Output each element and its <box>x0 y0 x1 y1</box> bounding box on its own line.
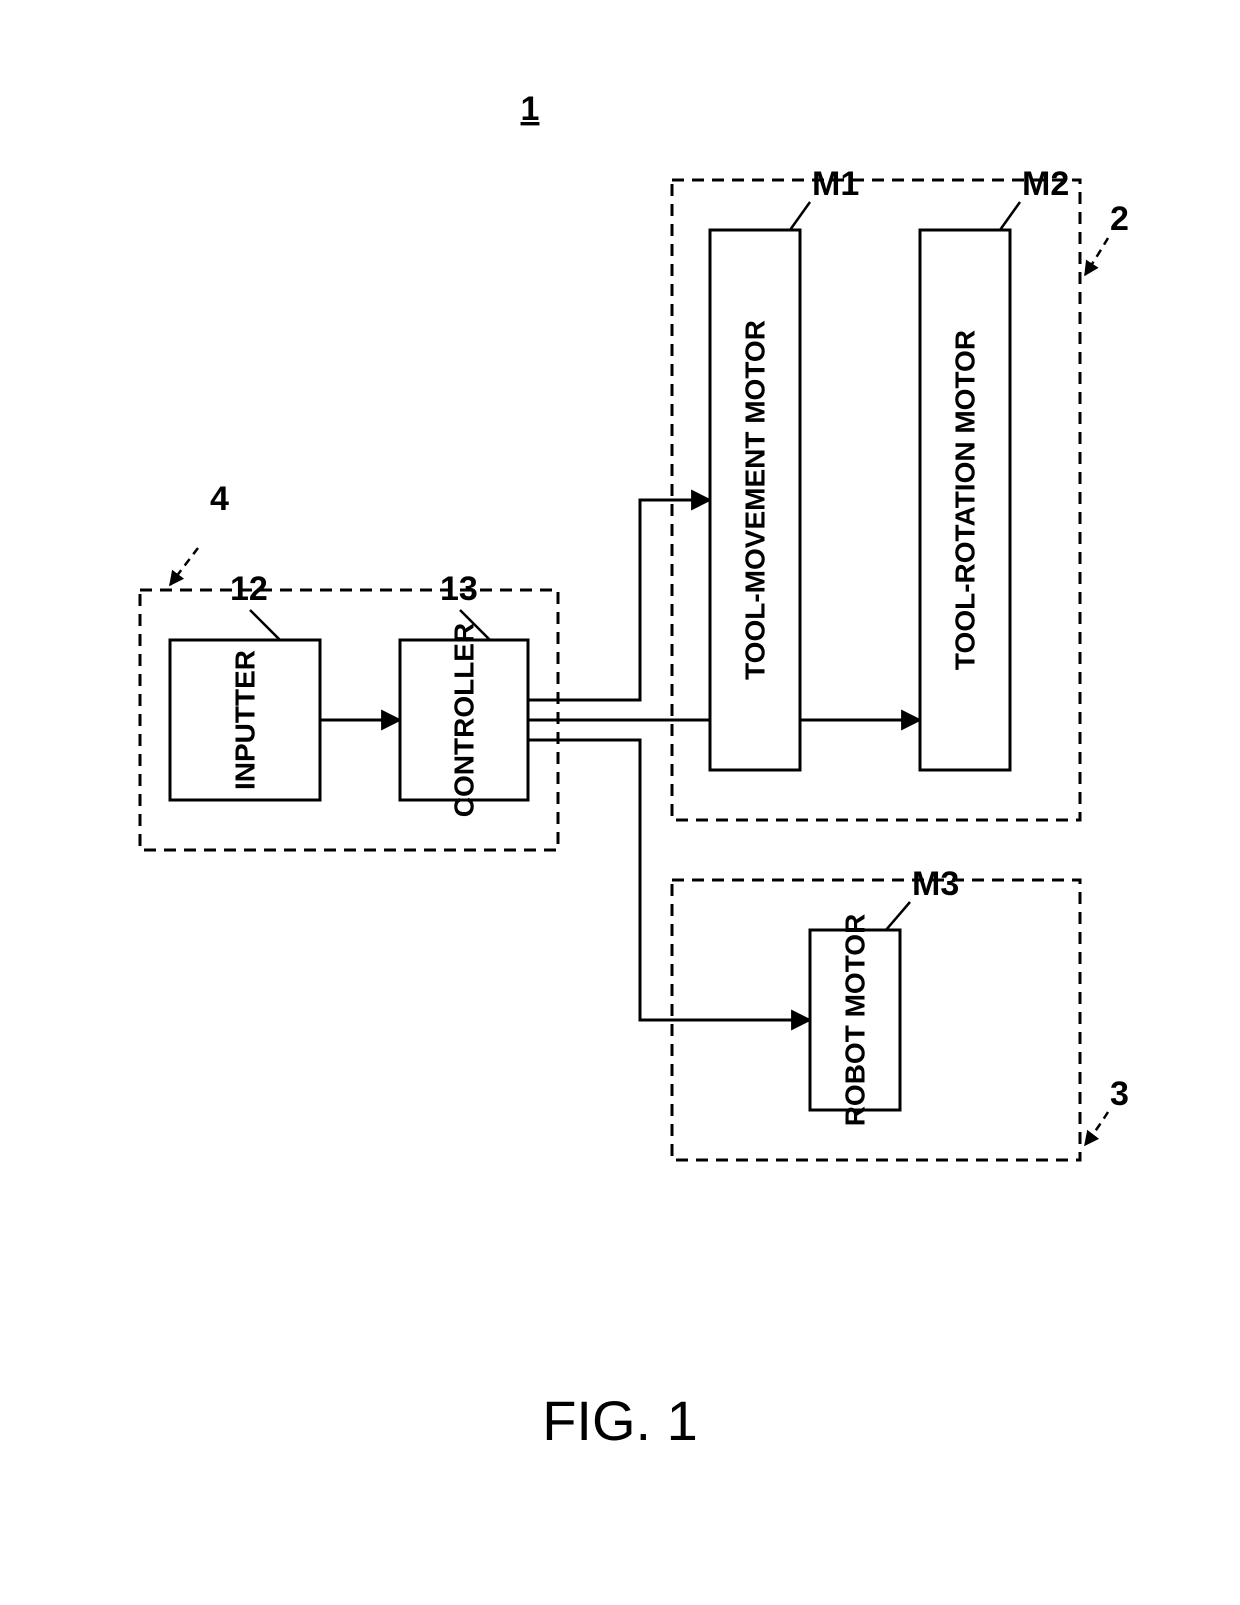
leader-motor3 <box>886 902 910 930</box>
node-label-controller: CONTROLLER <box>449 623 480 817</box>
node-label-motor1: TOOL-MOVEMENT MOTOR <box>740 320 771 680</box>
nodes-layer: INPUTTER CONTROLLER TOOL-MOVEMENT MOTOR TOO… <box>170 230 1010 1126</box>
figure-overall-ref: 1 <box>521 90 540 128</box>
ref-label-controller: 13 <box>440 570 478 608</box>
node-inputter: INPUTTER <box>170 640 320 800</box>
leader-device3 <box>1085 1112 1108 1145</box>
leader-motor1 <box>790 202 810 230</box>
leader-device2 <box>1085 238 1108 275</box>
node-label-inputter: INPUTTER <box>230 650 261 790</box>
node-label-motor2: TOOL-ROTATION MOTOR <box>950 330 981 670</box>
node-motor3: ROBOT MOTOR <box>810 914 900 1127</box>
node-motor2: TOOL-ROTATION MOTOR <box>920 230 1010 770</box>
leader-device4 <box>170 548 198 585</box>
ref-label-inputter: 12 <box>230 570 268 608</box>
ref-label-motor3: M3 <box>912 865 959 903</box>
ref-label-device3: 3 <box>1110 1075 1129 1113</box>
node-motor1: TOOL-MOVEMENT MOTOR <box>710 230 800 770</box>
node-controller: CONTROLLER <box>400 623 528 817</box>
leader-motor2 <box>1000 202 1020 230</box>
edge-controller-motor1 <box>528 500 710 700</box>
leader-inputter <box>250 610 280 640</box>
ref-label-motor1: M1 <box>812 165 859 203</box>
diagram-canvas: 1 INPUTTER CONTROLLER TOOL-MOVEMENT MOTOR T… <box>0 0 1240 1605</box>
figure-caption: FIG. 1 <box>542 1389 698 1452</box>
ref-label-device2: 2 <box>1110 200 1129 238</box>
node-label-motor3: ROBOT MOTOR <box>840 914 871 1127</box>
edge-controller-motor3 <box>528 740 810 1020</box>
ref-label-device4: 4 <box>210 480 229 518</box>
ref-label-motor2: M2 <box>1022 165 1069 203</box>
